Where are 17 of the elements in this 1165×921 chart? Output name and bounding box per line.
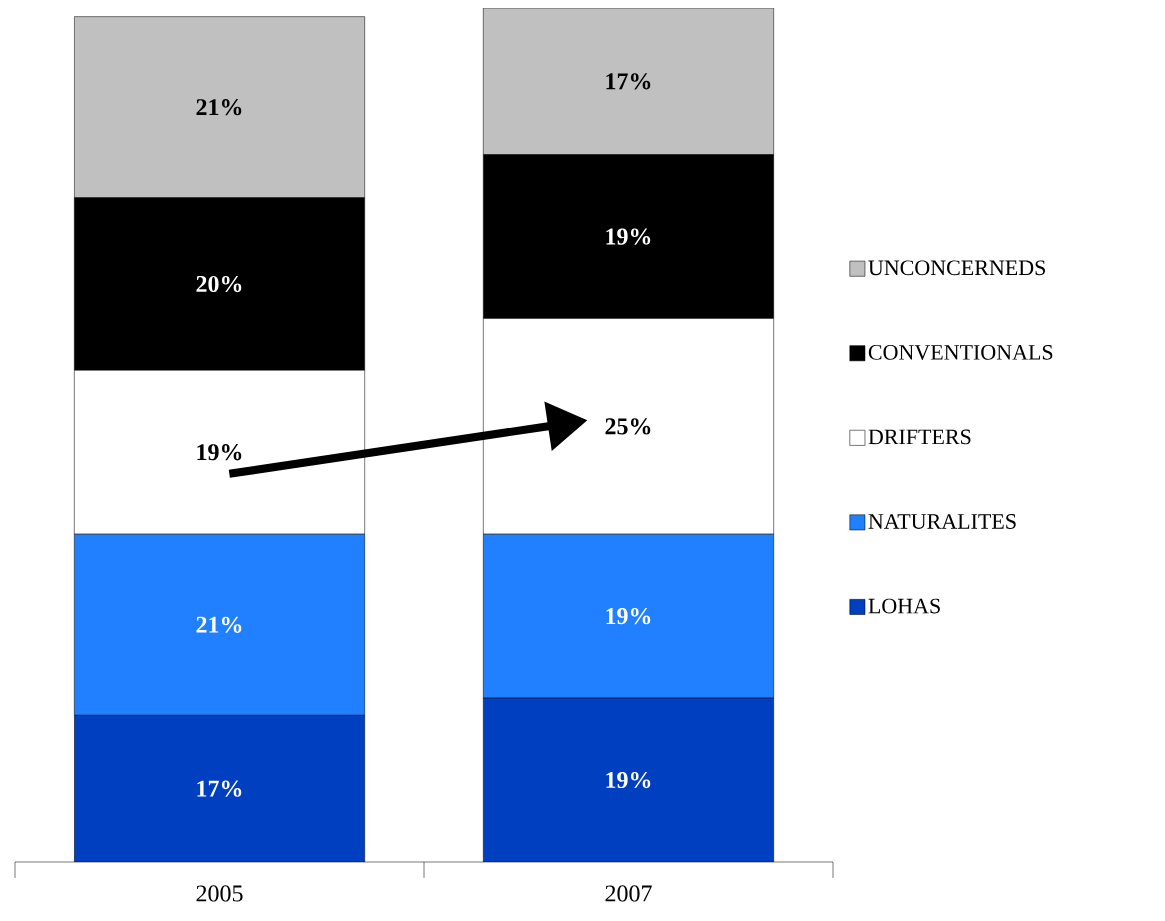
data-label: 21% xyxy=(196,99,242,116)
data-label: 25% xyxy=(605,418,651,435)
data-label: 17% xyxy=(606,73,651,90)
legend-label: LOHAS xyxy=(868,598,940,614)
legend-label: UNCONCERNEDS xyxy=(868,260,1045,276)
legend-label: DRIFTERS xyxy=(868,429,971,445)
legend-label: NATURALITES xyxy=(868,514,1016,529)
data-label: 21% xyxy=(196,616,242,633)
legend-label: CONVENTIONALS xyxy=(868,344,1053,360)
data-label: 19% xyxy=(197,444,242,461)
data-label: 17% xyxy=(197,780,242,797)
data-label: 20% xyxy=(196,275,242,293)
x-tick-label: 2005 xyxy=(196,885,243,902)
data-label: 19% xyxy=(606,608,651,625)
x-tick-label: 2007 xyxy=(605,885,652,902)
data-label: 19% xyxy=(606,228,651,245)
data-label: 19% xyxy=(606,771,651,789)
